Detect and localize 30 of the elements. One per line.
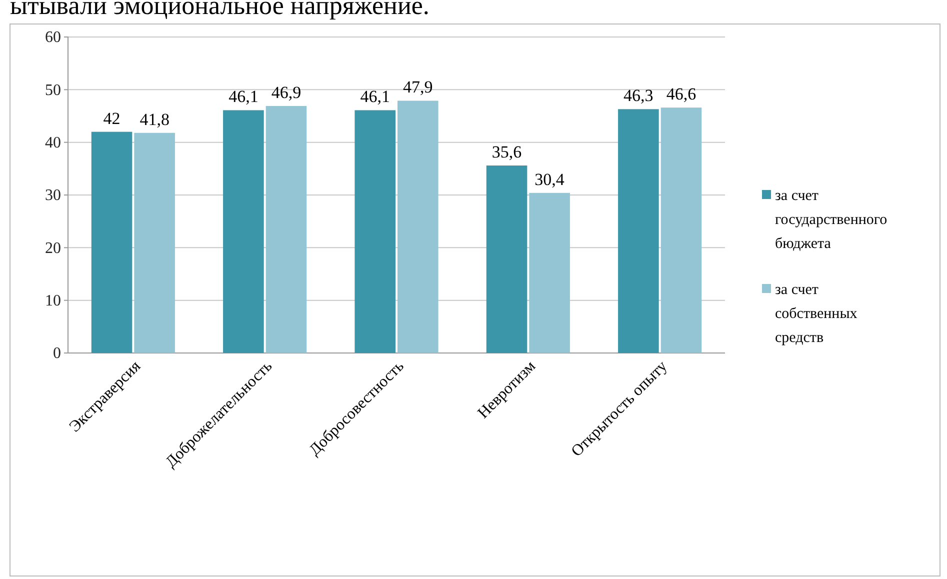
- bar: [91, 132, 132, 353]
- y-tick-label: 20: [45, 240, 61, 257]
- y-tick-label: 10: [45, 292, 61, 310]
- data-label: 41,8: [140, 110, 170, 129]
- data-label: 46,9: [271, 82, 302, 102]
- data-label: 46,1: [360, 87, 390, 106]
- y-tick-label: 30: [45, 187, 61, 204]
- data-label: 46,3: [624, 86, 654, 106]
- data-label: 47,9: [403, 78, 433, 97]
- data-label: 46,6: [666, 84, 696, 104]
- text: ытывали эмоциональное напряжение.: [10, 0, 430, 20]
- bar: [134, 132, 175, 353]
- y-tick-label: 0: [53, 345, 61, 362]
- data-label: 30,4: [534, 170, 565, 189]
- bar: [398, 100, 438, 353]
- data-label: 42: [103, 108, 120, 128]
- bar: [223, 110, 264, 353]
- bar: [660, 108, 702, 353]
- bar: [618, 109, 659, 353]
- bar: [266, 106, 307, 353]
- y-tick-label: 60: [45, 29, 61, 46]
- legend-label: за счет собственных средств: [775, 282, 858, 346]
- y-tick-label: 50: [45, 82, 61, 99]
- bar: [486, 166, 528, 353]
- y-tick-label: 40: [45, 134, 61, 152]
- data-label: 35,6: [492, 142, 522, 162]
- data-label: 46,1: [228, 87, 258, 106]
- bar: [529, 192, 570, 353]
- bar: [354, 110, 396, 353]
- legend-label: за счет государственного бюджета: [775, 188, 888, 252]
